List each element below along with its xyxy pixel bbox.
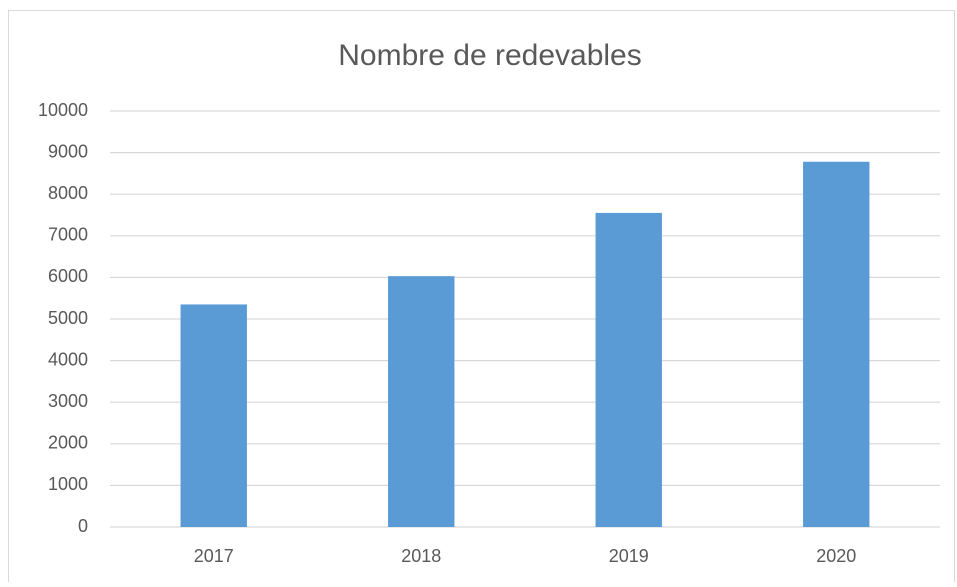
y-tick-label: 6000	[48, 266, 88, 286]
y-tick-label: 1000	[48, 474, 88, 494]
bar	[595, 212, 662, 528]
x-tick-label: 2018	[401, 546, 441, 566]
y-tick-label: 3000	[48, 391, 88, 411]
y-tick-label: 0	[78, 516, 88, 536]
chart-border	[8, 10, 955, 587]
y-tick-label: 10000	[38, 100, 88, 120]
chart-title: Nombre de redevables	[338, 39, 642, 72]
x-tick-label: 2019	[609, 546, 649, 566]
y-tick-label: 2000	[48, 433, 88, 453]
y-tick-label: 5000	[48, 308, 88, 328]
x-tick-label: 2017	[194, 546, 234, 566]
y-tick-label: 9000	[48, 141, 88, 161]
bar	[180, 304, 247, 527]
bar	[803, 161, 870, 527]
bar	[388, 276, 455, 527]
y-tick-label: 4000	[48, 349, 88, 369]
x-tick-label: 2020	[816, 546, 856, 566]
y-tick-label: 8000	[48, 183, 88, 203]
y-tick-label: 7000	[48, 225, 88, 245]
